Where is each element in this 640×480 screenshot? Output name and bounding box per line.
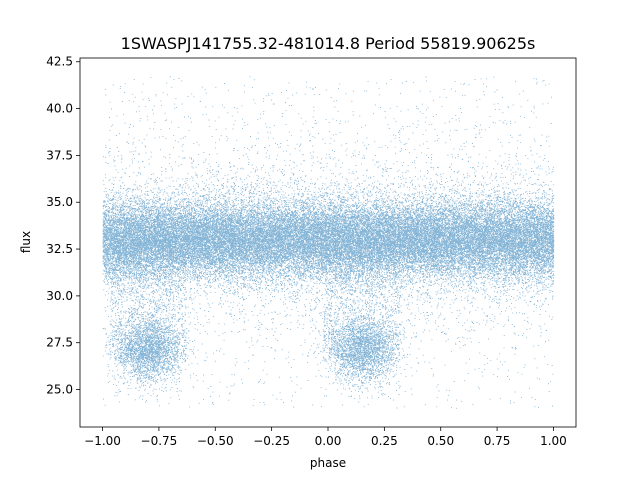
y-axis-label: flux — [19, 231, 33, 253]
x-tick-label: 0.00 — [315, 434, 342, 448]
x-tick-label: 0.75 — [484, 434, 511, 448]
y-tick-label: 32.5 — [46, 242, 73, 256]
y-tick-label: 30.0 — [46, 289, 73, 303]
x-tick-label: −1.00 — [84, 434, 121, 448]
x-tick-label: −0.25 — [253, 434, 290, 448]
scatter-point-cloud — [102, 76, 555, 409]
y-tick-label: 37.5 — [46, 148, 73, 162]
y-tick-label: 25.0 — [46, 383, 73, 397]
y-tick-label: 35.0 — [46, 195, 73, 209]
x-tick-label: −0.75 — [141, 434, 178, 448]
x-axis-ticks: −1.00 −0.75 −0.50 −0.25 0.00 0.25 0.50 0.75 1.00 — [84, 427, 567, 448]
y-tick-label: 40.0 — [46, 102, 73, 116]
x-tick-label: 0.25 — [371, 434, 398, 448]
y-tick-label: 42.5 — [46, 55, 73, 69]
x-tick-label: −0.50 — [197, 434, 234, 448]
x-tick-label: 0.50 — [427, 434, 454, 448]
y-axis-ticks: 25.0 27.5 30.0 32.5 35.0 37.5 40.0 42.5 — [46, 55, 80, 397]
scatter-points — [102, 76, 555, 409]
x-tick-label: 1.00 — [540, 434, 567, 448]
chart-title: 1SWASPJ141755.32-481014.8 Period 55819.9… — [121, 34, 536, 53]
x-axis-label: phase — [310, 456, 346, 470]
y-tick-label: 27.5 — [46, 336, 73, 350]
